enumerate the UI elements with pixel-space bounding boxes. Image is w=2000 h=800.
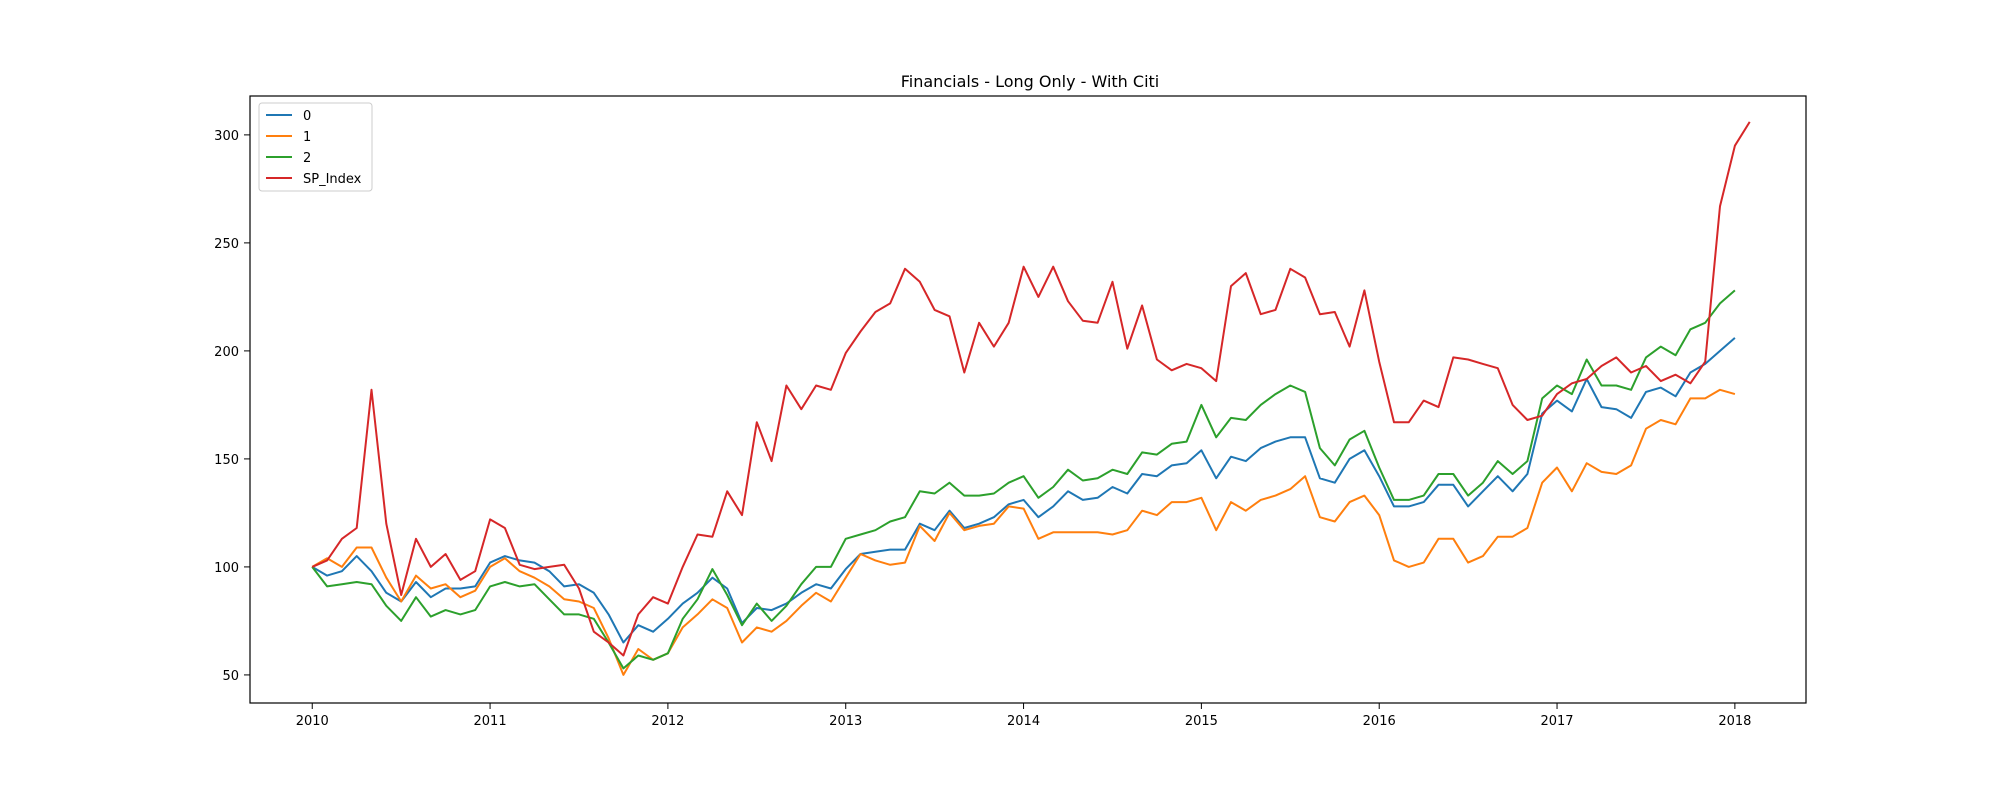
x-tick-label: 2014: [1007, 714, 1040, 729]
series-line-0: [311, 337, 1736, 644]
legend: 0 1 2 SP_Index: [258, 102, 373, 192]
y-tick-label: 250: [214, 237, 239, 252]
legend-label: SP_Index: [303, 172, 362, 187]
legend-label: 1: [303, 130, 311, 145]
x-tick-label: 2016: [1363, 714, 1396, 729]
y-tick-label: 300: [214, 129, 239, 144]
x-tick-label: 2010: [296, 714, 329, 729]
y-tick-label: 150: [214, 453, 239, 468]
x-tick-label: 2012: [651, 714, 684, 729]
legend-label: 0: [303, 109, 311, 124]
legend-label: 2: [303, 151, 311, 166]
x-tick-label: 2015: [1185, 714, 1218, 729]
legend-box: [258, 102, 373, 192]
series-line-1: [311, 388, 1736, 676]
x-axis: 2010 2011 2012 2013 2014 2015 2016 2017 2018: [296, 703, 1751, 729]
y-tick-label: 100: [214, 561, 239, 576]
x-tick-label: 2011: [474, 714, 507, 729]
x-tick-label: 2017: [1540, 714, 1573, 729]
series-layer: [311, 121, 1751, 676]
series-line-2: [311, 289, 1736, 670]
y-axis: 50 100 150 200 250 300: [214, 129, 250, 684]
x-tick-label: 2018: [1718, 714, 1751, 729]
x-tick-label: 2013: [829, 714, 862, 729]
y-tick-label: 200: [214, 345, 239, 360]
y-tick-label: 50: [222, 669, 239, 684]
chart-title: Financials - Long Only - With Citi: [901, 72, 1160, 91]
series-line-3: [311, 121, 1751, 657]
plot-frame: [249, 95, 1807, 704]
